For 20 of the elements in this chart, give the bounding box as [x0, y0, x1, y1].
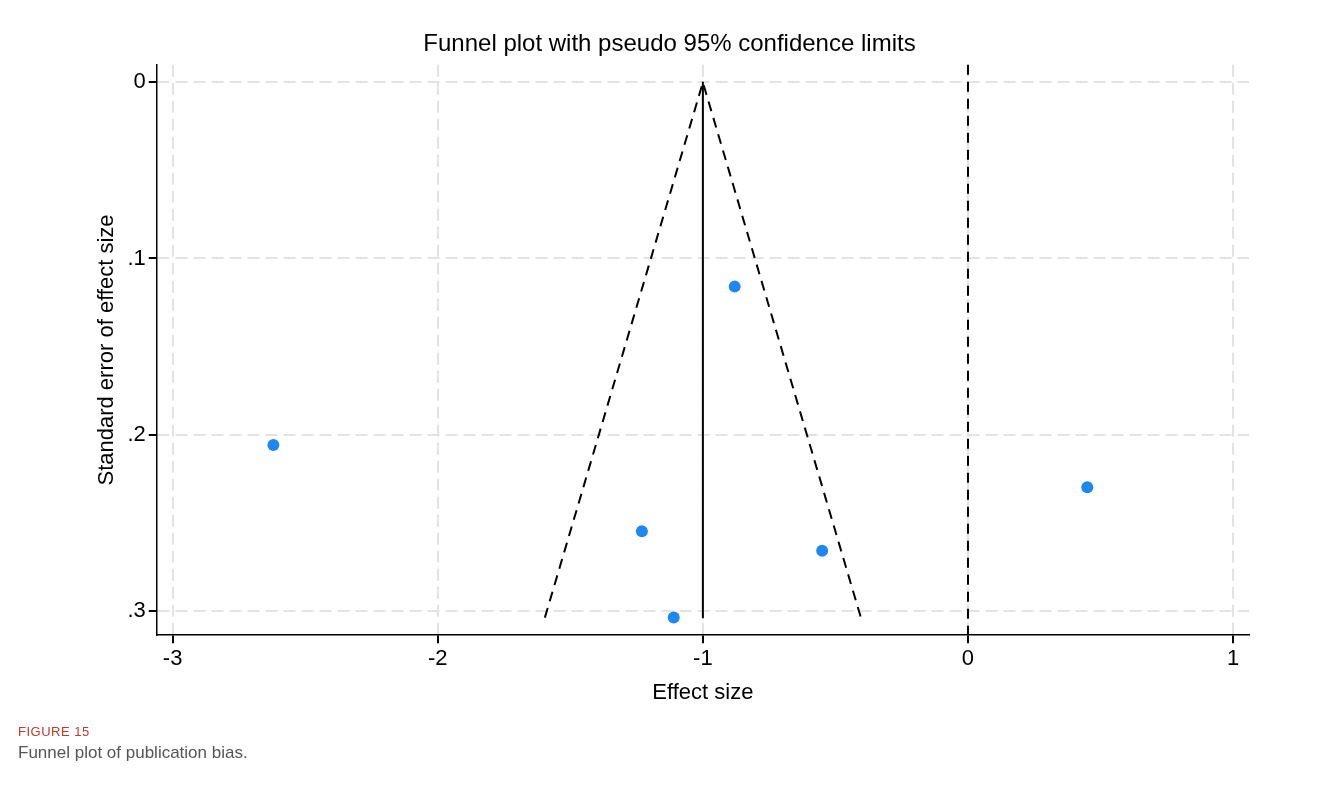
y-axis-title: Standard error of effect size	[93, 214, 119, 486]
x-tick-label: 1	[1226, 645, 1240, 671]
text: Funnel plot of publication bias.	[18, 743, 249, 763]
point	[816, 544, 829, 557]
point	[667, 611, 680, 624]
x-tick-label: -3	[162, 645, 183, 671]
x-tick-label: 0	[961, 645, 975, 671]
point	[267, 439, 280, 452]
chart-title: Funnel plot with pseudo 95% confidence limits	[423, 29, 916, 57]
point	[728, 280, 741, 293]
x-axis-title: Effect size	[652, 678, 754, 704]
caption: FIGURE 15	[18, 724, 91, 739]
point	[635, 525, 648, 538]
x-tick-label: -2	[427, 645, 448, 671]
y-tick-label: .2	[127, 420, 146, 446]
y-tick-label: .1	[127, 244, 146, 270]
y-tick-label: .3	[127, 596, 146, 622]
x-tick-label: -1	[693, 645, 713, 671]
y-tick-label: 0	[133, 68, 146, 94]
point	[1081, 481, 1094, 494]
